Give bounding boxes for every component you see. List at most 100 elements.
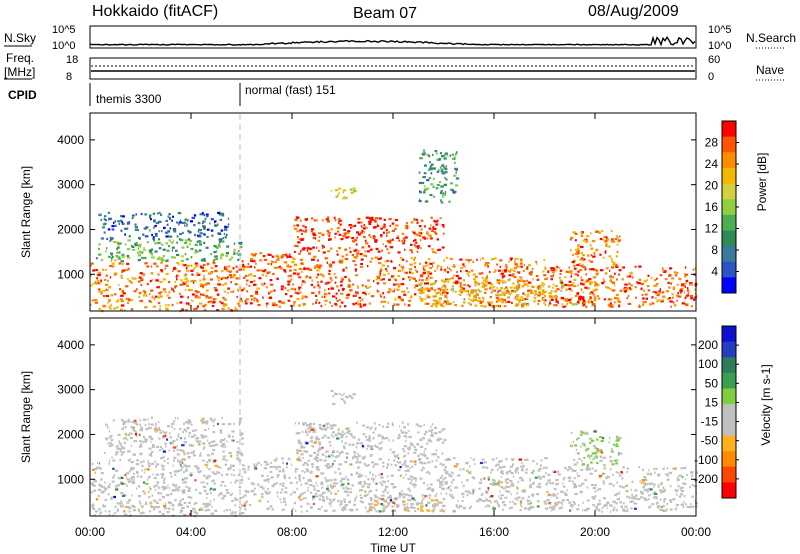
power-cell <box>443 284 446 287</box>
power-cell <box>141 256 144 260</box>
velocity-colorbar-label: Velocity [m s-1] <box>759 364 773 445</box>
velocity-cell <box>582 501 584 504</box>
power-cell <box>570 236 574 239</box>
velocity-cell <box>442 510 446 513</box>
velocity-cell <box>609 455 612 459</box>
power-cell <box>355 274 359 277</box>
velocity-cell <box>183 422 185 425</box>
power-cell <box>409 271 412 274</box>
power-cell <box>151 256 155 259</box>
power-cell <box>143 256 147 260</box>
power-cell <box>444 171 448 174</box>
power-cell <box>517 285 519 288</box>
freq-label-line2: [MHz] <box>4 65 35 79</box>
power-cell <box>197 230 200 233</box>
velocity-cell <box>397 457 400 460</box>
velocity-cell <box>359 483 362 486</box>
power-cell <box>263 258 268 261</box>
velocity-cell <box>348 491 352 494</box>
power-cell <box>146 283 150 286</box>
power-heatmap-cells <box>90 149 698 313</box>
velocity-cell <box>575 448 578 451</box>
power-cell <box>158 220 162 223</box>
power-cell <box>202 263 206 267</box>
power-cell <box>174 280 176 283</box>
power-cell <box>510 258 512 261</box>
velocity-cell <box>510 482 514 485</box>
velocity-cell <box>555 482 560 485</box>
velocity-cell <box>644 477 647 480</box>
velocity-cell <box>550 494 554 497</box>
velocity-cell <box>683 501 685 504</box>
velocity-cell <box>349 432 353 436</box>
power-cell <box>191 299 193 302</box>
power-cell <box>134 228 139 231</box>
velocity-cell <box>240 437 244 440</box>
power-cell <box>676 283 679 286</box>
power-cell <box>199 243 202 246</box>
power-cell <box>167 258 169 262</box>
power-cell <box>418 171 421 174</box>
power-cell <box>591 304 593 307</box>
power-cell <box>232 276 235 279</box>
velocity-cell <box>153 476 157 480</box>
power-cell <box>160 257 164 260</box>
velocity-cell <box>330 486 334 489</box>
velocity-cell <box>284 491 288 494</box>
velocity-cell <box>363 494 367 497</box>
power-cell <box>610 240 614 243</box>
velocity-cell <box>331 500 334 503</box>
power-cell <box>452 157 455 160</box>
velocity-cell <box>442 498 446 501</box>
velocity-cell <box>125 434 128 437</box>
power-cell <box>167 304 170 307</box>
power-cell <box>487 301 491 304</box>
velocity-cell <box>297 432 301 435</box>
velocity-cell <box>373 422 376 425</box>
power-cell <box>507 296 509 300</box>
velocity-cell <box>345 427 348 430</box>
power-cell <box>668 286 671 289</box>
power-cell <box>459 283 462 287</box>
velocity-cell <box>180 459 184 462</box>
velocity-cell <box>302 423 305 426</box>
velocity-cell <box>690 502 692 506</box>
power-cell <box>395 283 399 286</box>
velocity-cell <box>378 423 381 427</box>
power-cell <box>413 277 416 280</box>
velocity-cell <box>420 469 424 472</box>
velocity-cell <box>539 477 542 480</box>
velocity-cell <box>580 490 583 493</box>
power-cell <box>301 270 303 273</box>
power-cell <box>136 251 140 254</box>
velocity-cell <box>589 441 592 444</box>
velocity-cell <box>309 454 313 457</box>
power-cell <box>334 189 339 192</box>
velocity-cell <box>522 489 526 492</box>
velocity-cell <box>511 484 515 487</box>
velocity-cell <box>199 454 202 457</box>
velocity-cell <box>342 509 345 512</box>
power-cell <box>311 258 315 261</box>
velocity-cell <box>323 434 326 437</box>
velocity-cell <box>585 468 589 471</box>
power-cell <box>511 274 515 277</box>
velocity-cell <box>413 485 416 489</box>
power-cell <box>605 286 607 289</box>
power-cell <box>214 289 218 292</box>
velocity-cell <box>318 423 322 427</box>
velocity-cell <box>618 437 622 440</box>
power-cell <box>187 238 191 241</box>
power-cell <box>594 288 598 291</box>
power-cell <box>107 211 111 214</box>
power-cell <box>94 268 97 271</box>
power-cell <box>427 271 431 274</box>
power-cell <box>499 304 501 307</box>
velocity-cell <box>294 476 297 479</box>
power-cell <box>338 289 340 292</box>
velocity-cell <box>180 449 184 452</box>
power-cell <box>434 232 438 235</box>
velocity-cell <box>259 485 263 488</box>
velocity-cell <box>480 493 483 497</box>
power-cell <box>409 263 413 266</box>
